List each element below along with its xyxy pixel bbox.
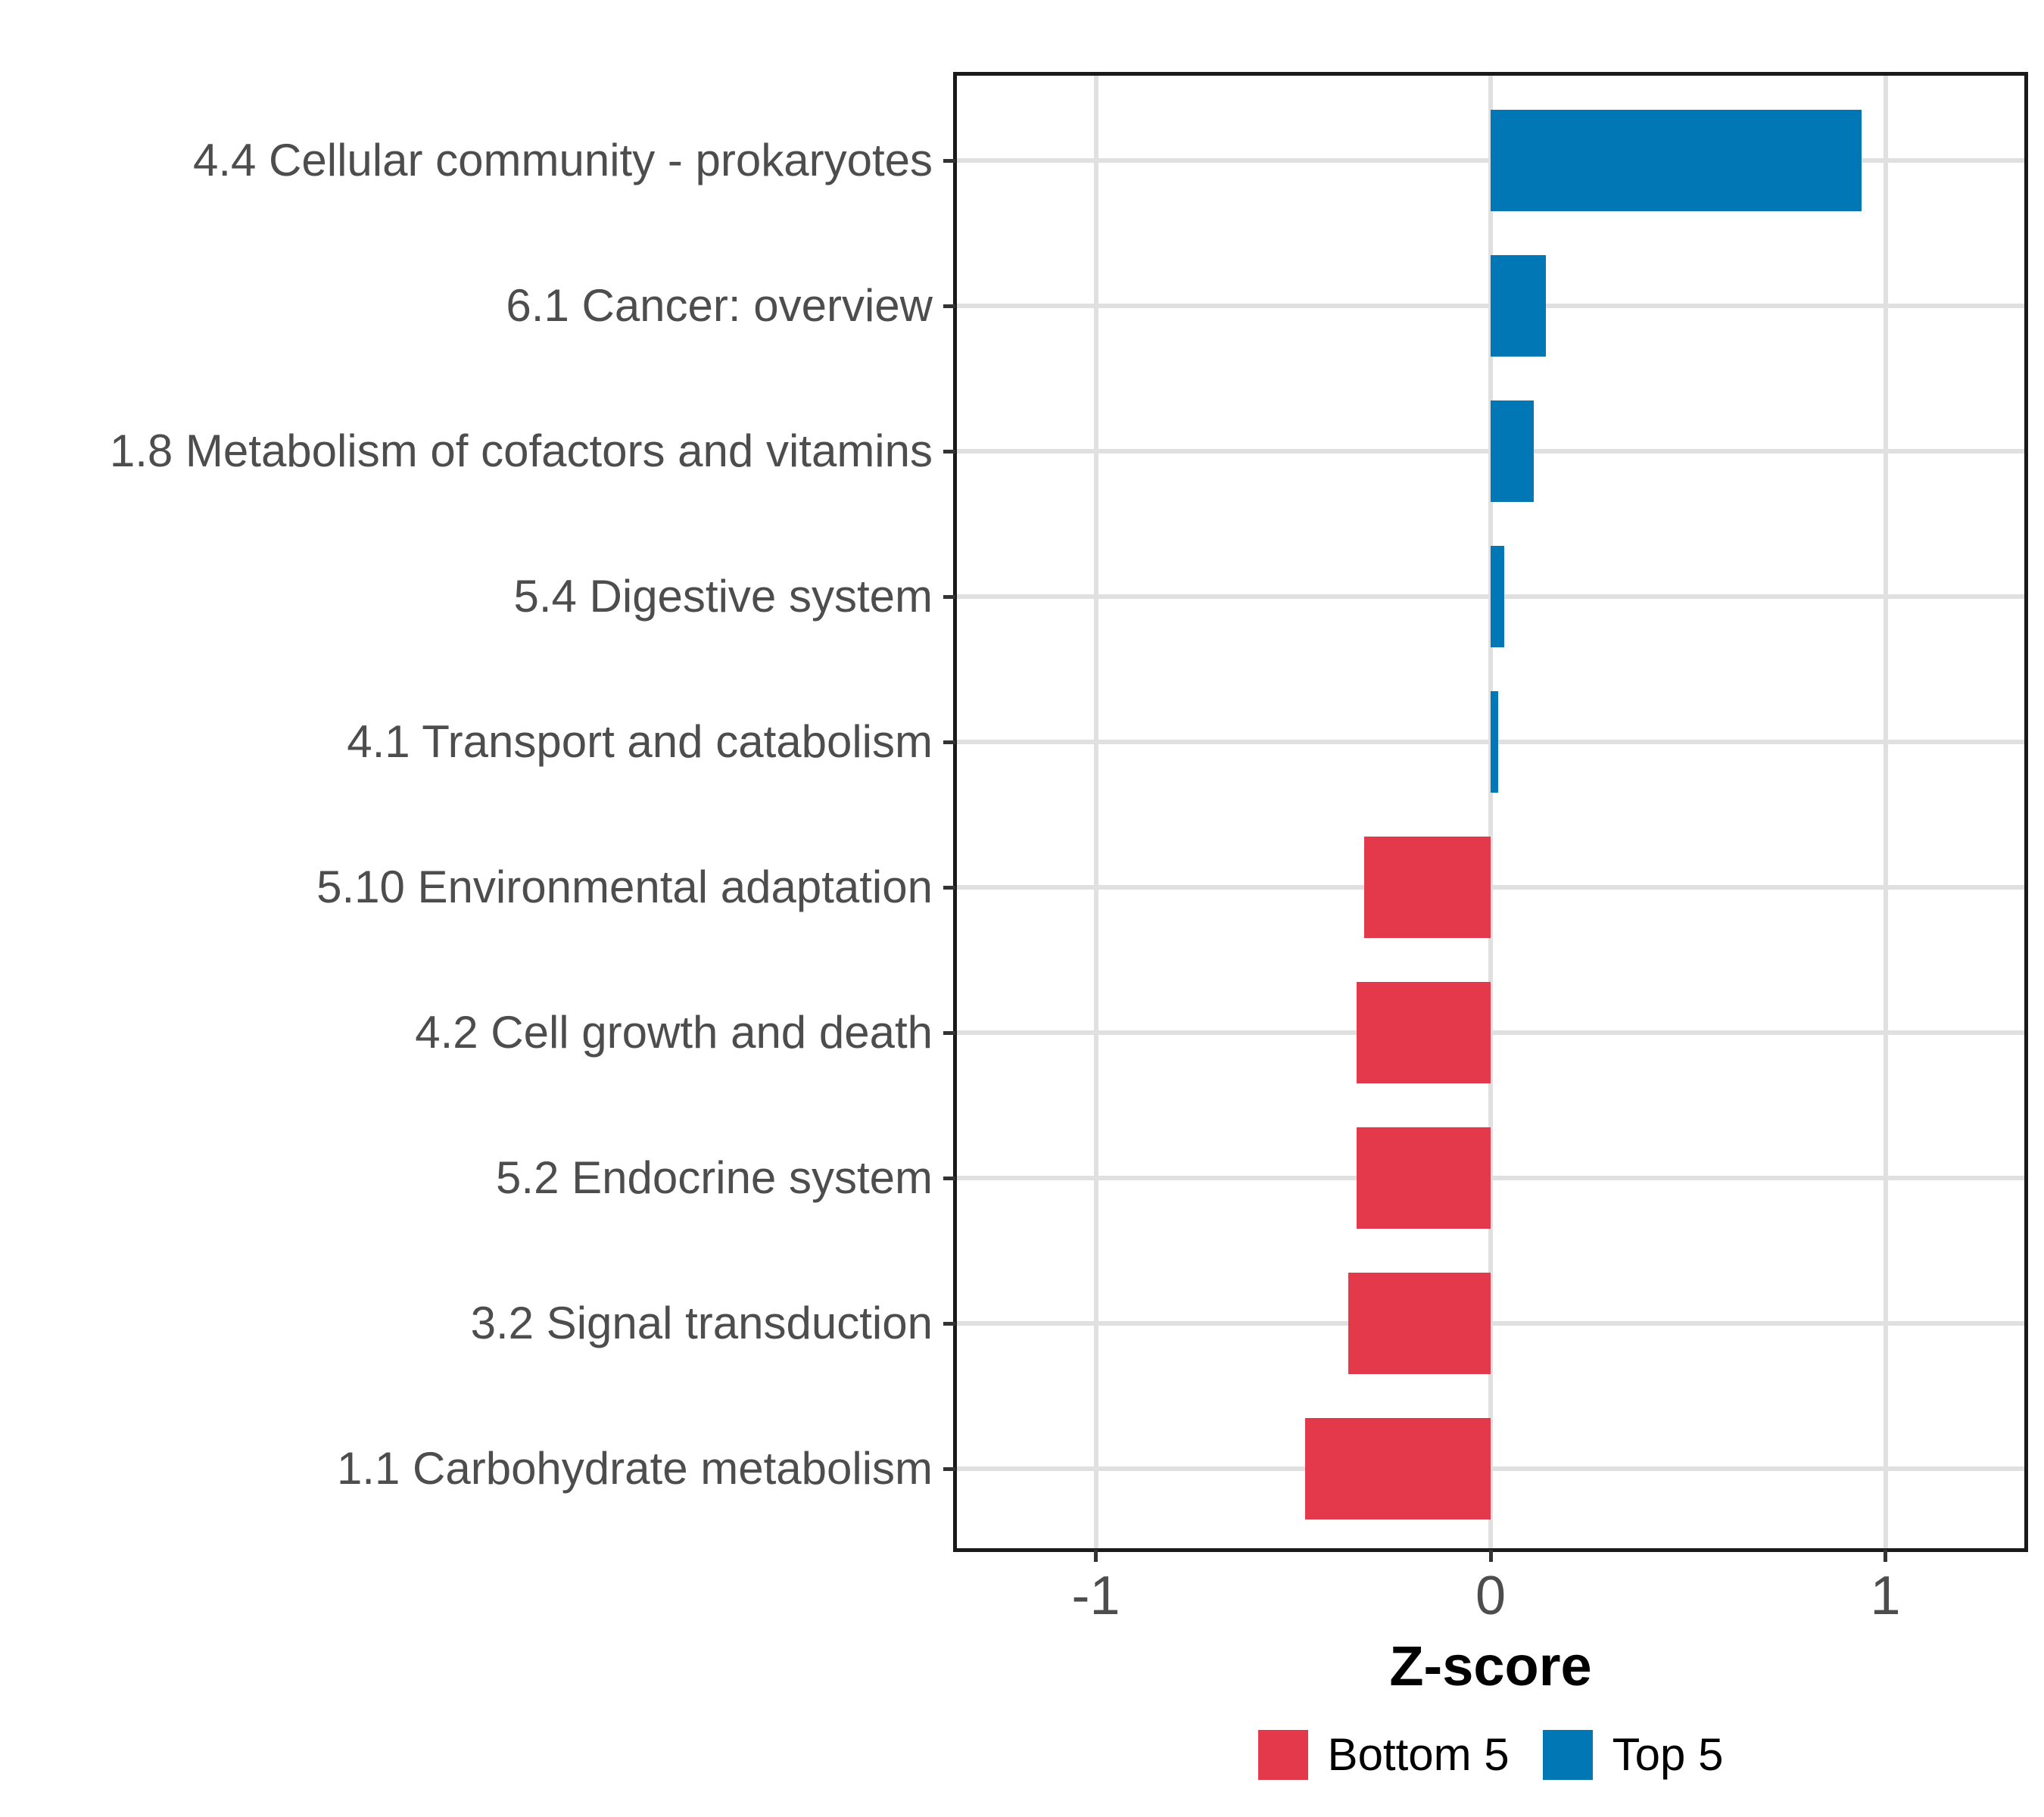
x-axis-tick xyxy=(1884,1550,1887,1562)
x-tick-label: 1 xyxy=(1870,1566,1901,1626)
y-axis-tick xyxy=(943,1322,955,1326)
y-gridline xyxy=(955,1321,2026,1326)
legend-swatch-bottom5 xyxy=(1257,1730,1308,1780)
legend-label: Top 5 xyxy=(1612,1729,1724,1780)
bar xyxy=(1356,982,1491,1083)
category-label: 4.4 Cellular community - prokaryotes xyxy=(192,135,933,185)
x-gridline xyxy=(1883,74,1888,1550)
bar xyxy=(1491,110,1862,211)
bar xyxy=(1491,255,1546,357)
category-label: 4.2 Cell growth and death xyxy=(415,1007,933,1058)
y-axis-tick xyxy=(943,1031,955,1035)
category-label: 5.4 Digestive system xyxy=(513,571,933,622)
x-axis-tick xyxy=(1094,1550,1098,1562)
x-tick-label: 0 xyxy=(1475,1566,1507,1626)
plot-panel xyxy=(955,74,2026,1550)
y-gridline xyxy=(955,885,2026,890)
bar xyxy=(1491,691,1499,793)
category-label: 4.1 Transport and catabolism xyxy=(347,716,933,767)
category-label: 3.2 Signal transduction xyxy=(470,1298,933,1348)
legend-item: Bottom 5 xyxy=(1257,1729,1510,1780)
x-axis-title: Z-score xyxy=(1389,1635,1592,1697)
category-label: 6.1 Cancer: overview xyxy=(506,280,933,331)
bar xyxy=(1491,546,1505,647)
bar xyxy=(1364,837,1491,938)
bar xyxy=(1491,400,1535,502)
x-gridline xyxy=(1488,74,1493,1550)
y-axis-tick xyxy=(943,1467,955,1471)
y-axis-tick xyxy=(943,304,955,308)
y-axis-tick xyxy=(943,740,955,744)
y-gridline xyxy=(955,1176,2026,1180)
y-gridline xyxy=(955,1466,2026,1471)
category-label: 1.1 Carbohydrate metabolism xyxy=(336,1443,933,1494)
category-label: 1.8 Metabolism of cofactors and vitamins xyxy=(109,425,933,476)
category-label: 5.2 Endocrine system xyxy=(496,1152,933,1203)
y-axis-tick xyxy=(943,159,955,163)
category-label: 5.10 Environmental adaptation xyxy=(316,862,933,912)
y-axis-tick xyxy=(943,886,955,890)
legend: Bottom 5 Top 5 xyxy=(955,1730,2026,1780)
y-axis-tick xyxy=(943,1177,955,1180)
bar xyxy=(1348,1273,1491,1374)
y-axis-tick xyxy=(943,450,955,453)
legend-label: Bottom 5 xyxy=(1327,1729,1510,1780)
legend-swatch-top5 xyxy=(1542,1730,1593,1780)
x-gridline xyxy=(1093,74,1098,1550)
y-axis-tick xyxy=(943,595,955,599)
y-gridline xyxy=(955,1030,2026,1035)
bar xyxy=(1304,1418,1491,1519)
x-axis-tick xyxy=(1488,1550,1493,1562)
x-tick-label: -1 xyxy=(1071,1566,1120,1626)
legend-item: Top 5 xyxy=(1542,1729,1724,1780)
bar xyxy=(1356,1127,1491,1229)
